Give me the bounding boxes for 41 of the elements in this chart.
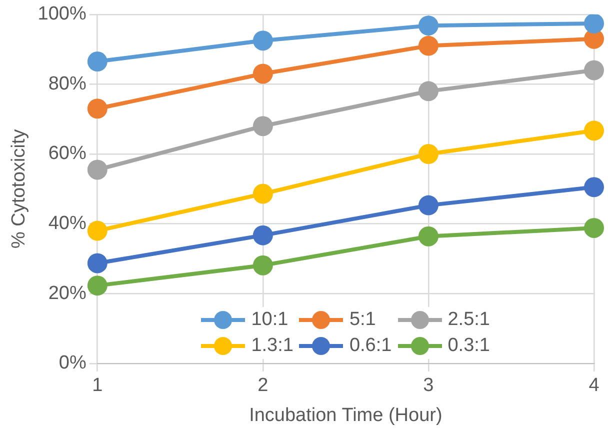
y-tick-label: 20% [48,282,86,304]
x-tick-label: 2 [258,375,268,396]
x-tick-label: 3 [423,375,434,396]
point [87,52,108,72]
x-axis-title: Incubation Time (Hour) [249,404,442,426]
legend-label: 0.6:1 [349,335,392,358]
point [252,64,273,84]
y-axis-title: % Cytotoxicity [8,128,30,249]
point [418,226,438,246]
point [252,30,273,51]
point [418,81,438,102]
legend-label: 10:1 [251,309,288,332]
y-tick-label: 100% [38,4,86,25]
point [418,16,438,36]
x-tick-label: 4 [588,375,600,396]
x-tick-label: 1 [92,375,103,396]
point [252,184,273,204]
point [584,14,604,34]
legend-label: 2.5:1 [448,309,490,332]
legend-label: 1.3:1 [251,335,294,358]
point [252,116,273,136]
point [418,195,438,216]
legend-label: 0.3:1 [448,335,490,358]
point [584,177,604,198]
y-tick-label: 0% [58,352,86,374]
point [87,220,108,241]
point [87,98,108,119]
point [584,120,604,141]
point [87,276,108,296]
point [584,60,604,80]
point [418,36,438,56]
y-tick-label: 80% [48,73,86,94]
point [252,255,273,276]
point [584,218,604,238]
point [418,144,438,164]
legend-label: 5:1 [349,309,376,332]
point [252,225,273,246]
y-tick-label: 60% [48,143,86,164]
point [87,253,108,274]
point [87,160,108,180]
y-tick-label: 40% [48,213,86,234]
